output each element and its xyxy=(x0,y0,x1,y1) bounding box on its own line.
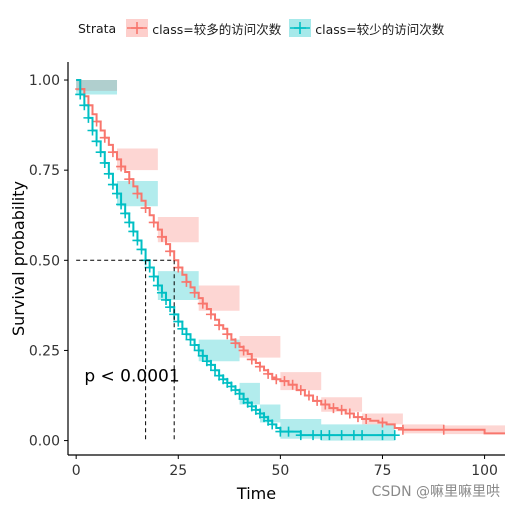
censor-mark-0-35 xyxy=(361,413,372,424)
censor-mark-1-24 xyxy=(173,316,184,327)
y-tick-label-0: 0.00 xyxy=(29,434,60,450)
censor-mark-0-28 xyxy=(303,390,314,401)
censor-mark-0-9 xyxy=(148,217,159,228)
censor-mark-0-37 xyxy=(397,424,408,435)
x-tick-label-0: 0 xyxy=(72,463,81,479)
censor-mark-1-19 xyxy=(152,280,163,291)
legend-key-high xyxy=(126,19,149,37)
censor-mark-1-5 xyxy=(95,147,106,158)
censor-mark-1-1 xyxy=(79,100,90,111)
censor-mark-0-17 xyxy=(214,320,225,331)
censor-mark-0-7 xyxy=(132,188,143,199)
y-tick-label-4: 1.00 xyxy=(29,73,60,89)
censor-mark-1-3 xyxy=(87,125,98,136)
censor-mark-0-36 xyxy=(377,417,388,428)
censor-mark-1-2 xyxy=(83,112,94,123)
censor-mark-1-14 xyxy=(132,235,143,246)
x-tick-label-2: 50 xyxy=(271,463,289,479)
censor-mark-0-25 xyxy=(279,376,290,387)
censor-mark-1-30 xyxy=(197,350,208,361)
censor-mark-1-53 xyxy=(324,430,335,441)
censor-mark-1-4 xyxy=(91,136,102,147)
censor-mark-0-6 xyxy=(124,174,135,185)
censor-mark-1-54 xyxy=(336,430,347,441)
censor-mark-1-0 xyxy=(75,89,86,100)
censor-mark-1-11 xyxy=(120,208,131,219)
censor-mark-0-24 xyxy=(271,374,282,385)
legend-title: Strata xyxy=(78,20,117,36)
censor-mark-0-26 xyxy=(287,379,298,390)
censor-mark-1-22 xyxy=(165,302,176,313)
censor-mark-0-13 xyxy=(181,276,192,287)
legend-item-low: class=较少的访问次数 xyxy=(289,19,444,38)
censor-mark-0-10 xyxy=(156,231,167,242)
censor-mark-1-6 xyxy=(99,157,110,168)
censor-mark-1-47 xyxy=(267,419,278,430)
censor-mark-0-20 xyxy=(238,345,249,356)
x-tick-label-1: 25 xyxy=(169,463,187,479)
censor-mark-1-15 xyxy=(136,244,147,255)
censor-mark-0-11 xyxy=(165,246,176,257)
p-value-annotation: p < 0.0001 xyxy=(84,367,179,387)
censor-mark-0-14 xyxy=(189,287,200,298)
censor-mark-0-19 xyxy=(230,338,241,349)
censor-mark-0-29 xyxy=(312,395,323,406)
censor-mark-1-27 xyxy=(185,334,196,345)
censor-mark-1-28 xyxy=(189,340,200,351)
censor-mark-0-38 xyxy=(438,424,449,435)
censor-mark-1-12 xyxy=(124,217,135,228)
censor-mark-1-29 xyxy=(193,345,204,356)
censor-mark-0-32 xyxy=(336,404,347,415)
censor-mark-1-7 xyxy=(103,168,114,179)
censor-mark-1-10 xyxy=(116,199,127,210)
legend-key-low xyxy=(289,19,312,37)
censor-mark-1-25 xyxy=(177,323,188,334)
censor-mark-0-23 xyxy=(263,368,274,379)
censor-mark-0-34 xyxy=(352,412,363,423)
y-tick-label-1: 0.25 xyxy=(29,343,60,359)
censor-mark-1-33 xyxy=(210,365,221,376)
watermark: CSDN @嘛里嘛里哄 xyxy=(371,484,500,500)
censor-mark-0-3 xyxy=(99,132,110,143)
x-tick-label-4: 100 xyxy=(471,463,498,479)
censor-mark-0-27 xyxy=(295,385,306,396)
censor-mark-0-22 xyxy=(254,361,265,372)
censor-mark-0-16 xyxy=(205,309,216,320)
censor-mark-1-17 xyxy=(144,262,155,273)
censor-mark-1-21 xyxy=(161,294,172,305)
x-tick-label-3: 75 xyxy=(374,463,392,479)
censor-mark-0-15 xyxy=(197,298,208,309)
censor-mark-1-57 xyxy=(377,430,388,441)
censor-mark-1-50 xyxy=(295,430,306,441)
legend-label-high: class=较多的访问次数 xyxy=(152,21,282,37)
censor-mark-0-8 xyxy=(140,203,151,214)
censor-mark-0-12 xyxy=(173,262,184,273)
censor-mark-1-39 xyxy=(234,388,245,399)
censor-mark-0-21 xyxy=(246,354,257,365)
censor-mark-0-5 xyxy=(116,161,127,172)
y-axis-label: Survival probability xyxy=(9,181,28,336)
censor-mark-0-33 xyxy=(344,408,355,419)
x-axis-label: Time xyxy=(236,484,276,503)
censor-mark-1-18 xyxy=(148,271,159,282)
legend: Strata class=较多的访问次数 class=较少的访问次数 xyxy=(78,14,452,42)
censor-mark-0-31 xyxy=(328,403,339,414)
censor-mark-0-4 xyxy=(107,147,118,158)
censor-mark-1-56 xyxy=(357,430,368,441)
y-tick-label-3: 0.75 xyxy=(29,163,60,179)
censor-mark-1-26 xyxy=(181,329,192,340)
censor-mark-1-9 xyxy=(112,188,123,199)
y-tick-label-2: 0.50 xyxy=(29,253,60,269)
censor-mark-0-18 xyxy=(222,329,233,340)
legend-item-high: class=较多的访问次数 xyxy=(126,19,281,38)
censor-mark-0-30 xyxy=(320,399,331,410)
censor-mark-1-58 xyxy=(389,430,400,441)
censor-mark-1-20 xyxy=(156,287,167,298)
legend-label-low: class=较少的访问次数 xyxy=(315,21,445,37)
censor-mark-1-32 xyxy=(205,359,216,370)
censor-mark-1-13 xyxy=(128,226,139,237)
censor-mark-1-49 xyxy=(283,426,294,437)
censor-mark-1-8 xyxy=(107,179,118,190)
